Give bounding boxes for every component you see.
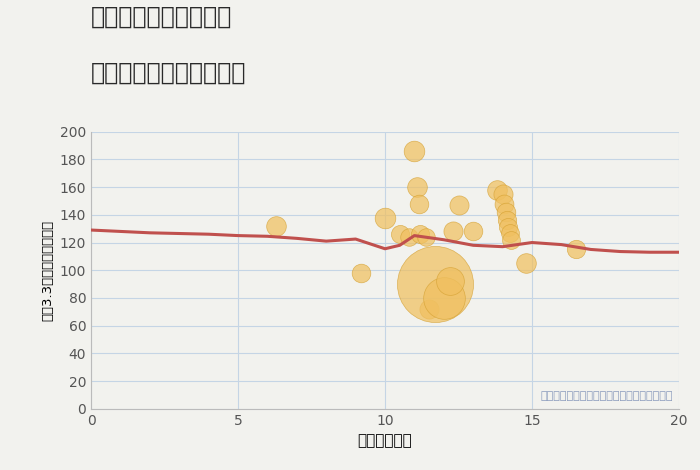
Point xyxy=(500,208,511,216)
X-axis label: 駅距離（分）: 駅距離（分） xyxy=(358,433,412,448)
Point xyxy=(379,214,391,221)
Point xyxy=(521,259,532,267)
Point xyxy=(468,227,479,235)
Point xyxy=(491,186,503,194)
Point xyxy=(503,224,514,231)
Point xyxy=(504,229,515,236)
Point xyxy=(356,269,367,277)
Point xyxy=(413,200,424,207)
Point xyxy=(429,280,440,288)
Point xyxy=(421,233,432,241)
Point xyxy=(409,147,420,155)
Point xyxy=(271,222,282,230)
Point xyxy=(438,294,449,302)
Point xyxy=(570,246,582,253)
Text: 円の大きさは、取引のあった物件面積を示す: 円の大きさは、取引のあった物件面積を示す xyxy=(541,391,673,400)
Point xyxy=(412,183,423,191)
Text: 愛知県日進市赤池南の: 愛知県日進市赤池南の xyxy=(91,5,232,29)
Point xyxy=(501,217,512,224)
Y-axis label: 坪（3.3㎡）単価（万円）: 坪（3.3㎡）単価（万円） xyxy=(41,219,54,321)
Point xyxy=(414,230,426,238)
Point xyxy=(444,278,455,285)
Point xyxy=(424,306,435,313)
Point xyxy=(497,190,508,198)
Point xyxy=(506,236,517,243)
Point xyxy=(394,230,405,238)
Point xyxy=(498,200,510,207)
Point xyxy=(447,227,458,235)
Point xyxy=(453,201,464,209)
Text: 駅距離別中古戸建て価格: 駅距離別中古戸建て価格 xyxy=(91,61,246,85)
Point xyxy=(403,233,414,241)
